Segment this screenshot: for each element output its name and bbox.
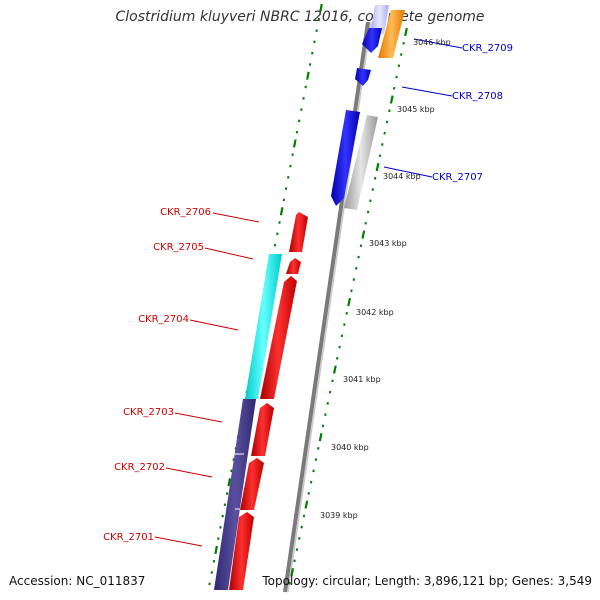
kbp-tick-label: 3045 kbp	[397, 105, 435, 114]
cds-block-cyan	[245, 254, 282, 399]
track-tick	[375, 162, 380, 172]
kbp-tick-label: 3043 kbp	[369, 239, 407, 248]
kbp-tick-label: 3039 kbp	[320, 511, 358, 520]
gene-arrow-ckr-2705[interactable]	[286, 258, 301, 274]
label-leader-lines	[154, 38, 463, 547]
inner-dotted-track	[288, 27, 408, 585]
gene-arrow-ckr-2707[interactable]	[331, 110, 360, 206]
kbp-scale: 3039 kbp 3040 kbp 3041 kbp 3042 kbp 3043…	[320, 38, 451, 520]
gene-label[interactable]: CKR_2708	[452, 91, 503, 102]
kbp-tick-label: 3042 kbp	[356, 308, 394, 317]
gene-label[interactable]: CKR_2709	[462, 43, 513, 54]
gene-labels: CKR_2706 CKR_2705 CKR_2704 CKR_2703 CKR_…	[103, 43, 513, 543]
gene-arrow-ckr-2708[interactable]	[355, 68, 371, 86]
reverse-genes	[331, 28, 382, 206]
track-tick	[304, 500, 309, 509]
track-tick	[404, 27, 408, 37]
kbp-tick-label: 3040 kbp	[331, 443, 369, 452]
cds-block-grey	[344, 115, 378, 210]
track-tick	[389, 95, 394, 104]
track-tick	[292, 139, 297, 148]
accession-text: Accession: NC_011837	[9, 574, 146, 588]
track-tick	[318, 432, 323, 442]
cds-block-lavender	[370, 5, 389, 34]
track-tick	[361, 230, 366, 239]
forward-genes	[229, 212, 308, 590]
gene-label[interactable]: CKR_2701	[103, 532, 154, 543]
topology-text: Topology: circular; Length: 3,896,121 bp…	[262, 574, 592, 588]
track-tick	[290, 567, 295, 577]
kbp-tick-label: 3044 kbp	[383, 172, 421, 181]
gene-arrow-ckr-2703[interactable]	[251, 403, 274, 456]
gene-label[interactable]: CKR_2703	[123, 407, 174, 418]
track-tick	[347, 297, 351, 307]
gene-arrow-ckr-2709[interactable]	[362, 28, 382, 53]
cds-block-orange	[378, 10, 405, 58]
cds-track	[214, 5, 405, 590]
gene-label[interactable]: CKR_2702	[114, 462, 165, 473]
gene-label[interactable]: CKR_2704	[138, 314, 189, 325]
track-tick	[332, 365, 337, 374]
track-tick	[306, 71, 310, 80]
kbp-tick-label: 3046 kbp	[413, 38, 451, 47]
genome-backbone-shadow	[287, 21, 372, 593]
track-tick	[319, 3, 323, 13]
gene-arrow-ckr-2702[interactable]	[240, 458, 264, 510]
track-tick	[214, 545, 218, 555]
gene-arrow-ckr-2706[interactable]	[289, 212, 308, 252]
kbp-tick-label: 3041 kbp	[343, 375, 381, 384]
cds-block-purple	[214, 399, 256, 590]
track-tick	[279, 207, 284, 216]
track-tick	[227, 478, 232, 487]
gene-label[interactable]: CKR_2706	[160, 207, 211, 218]
gene-label[interactable]: CKR_2707	[432, 172, 483, 183]
gene-arrow-ckr-2701[interactable]	[229, 512, 254, 590]
genome-backbone	[283, 21, 370, 593]
gene-label[interactable]: CKR_2705	[153, 242, 204, 253]
gene-arrow-ckr-2704[interactable]	[260, 276, 297, 399]
